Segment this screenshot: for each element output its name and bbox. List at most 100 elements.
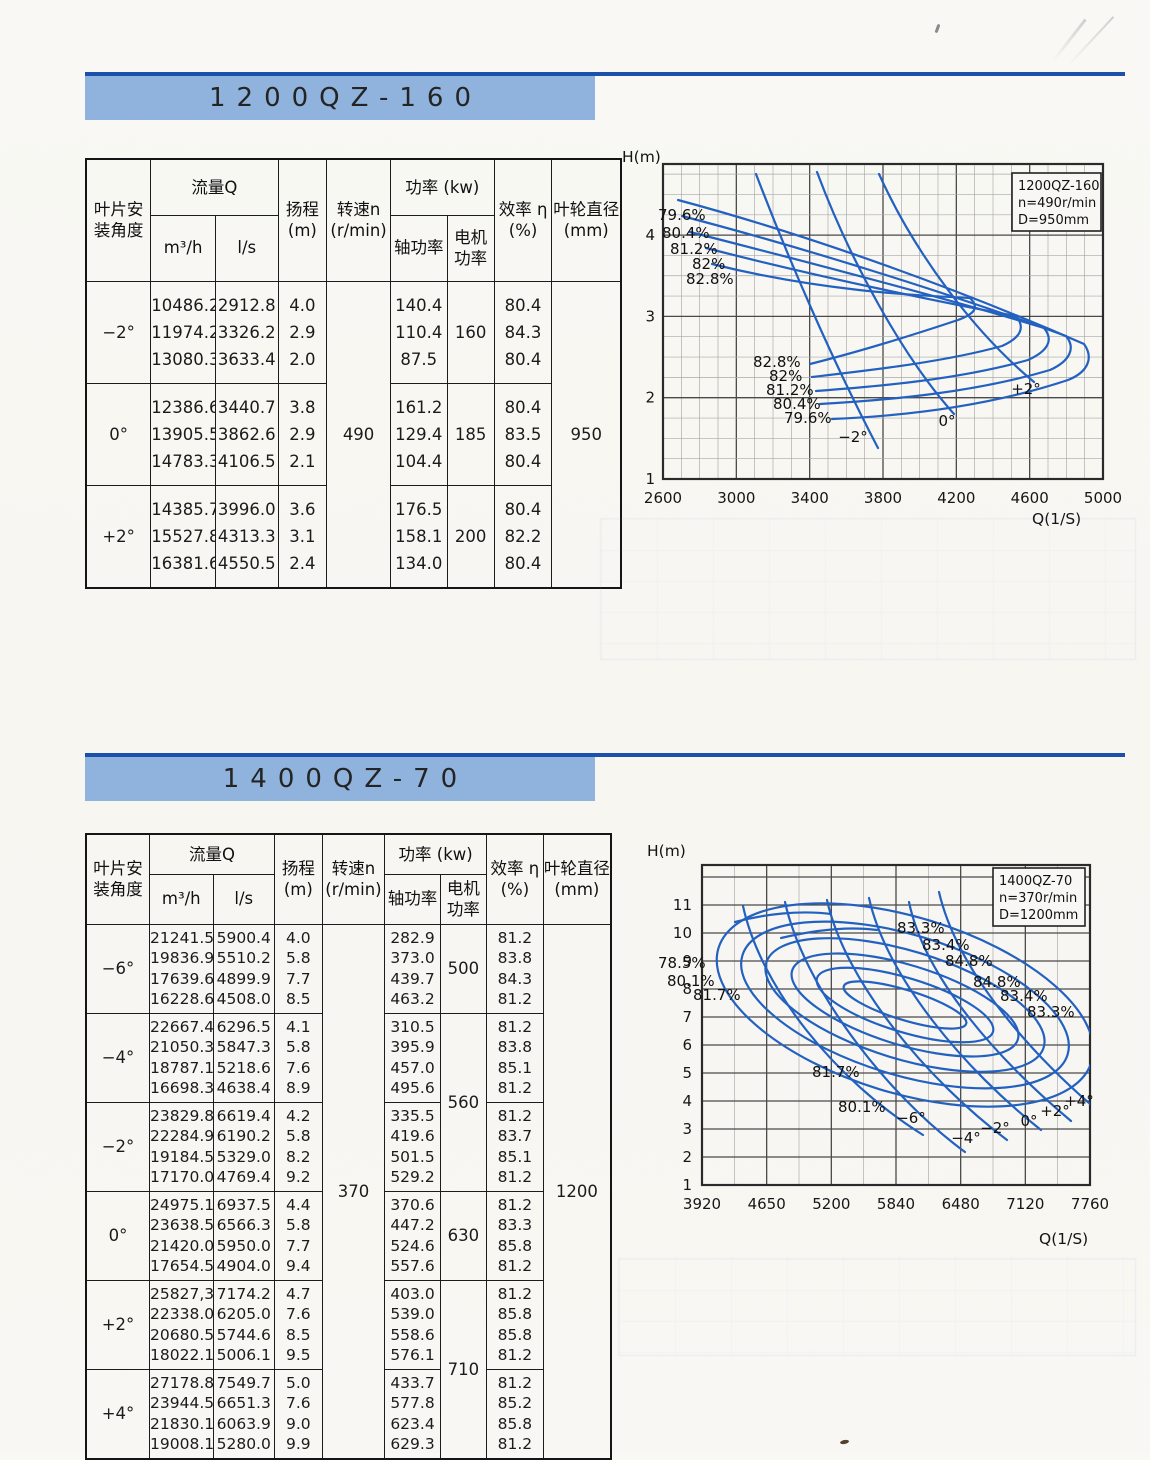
cell-shaft-power: 140.4 110.4 87.5 xyxy=(389,280,448,384)
value: 23944.5 xyxy=(150,1394,214,1412)
header-row-2: m³/h l/s 轴功率 电机 功率 xyxy=(86,873,611,925)
line: 叶片安 xyxy=(93,858,143,878)
value: 7549.7 xyxy=(216,1373,271,1392)
value: 3996.0 xyxy=(217,499,276,519)
value: 370.6 xyxy=(390,1195,435,1214)
col-header-m3h: m³/h xyxy=(150,214,216,282)
col-header-m3h: m³/h xyxy=(149,873,214,925)
value: 27178.8 xyxy=(150,1373,214,1392)
value: 81.2 xyxy=(497,1284,533,1303)
value: 5744.6 xyxy=(216,1325,271,1344)
line: 效率 η xyxy=(498,199,548,219)
efficiency-contour-84.8 xyxy=(842,980,968,1030)
value: 104.4 xyxy=(395,451,443,471)
value: 81.2 xyxy=(497,1195,533,1214)
value: 7.6 xyxy=(286,1394,311,1412)
line: 电机 xyxy=(454,227,488,247)
cell-blade-angle: −2° xyxy=(85,280,152,384)
value: 2.9 xyxy=(289,424,316,444)
value: 577.8 xyxy=(390,1394,435,1412)
cell-flow-ls: 6937.5 6566.3 5950.0 4904.0 xyxy=(212,1190,275,1281)
section1-title: 1200QZ-160 xyxy=(209,83,482,113)
col-header-power: 功率 (kw) xyxy=(389,158,495,216)
eff-label: 84.8% xyxy=(973,973,1021,991)
eff-label: 79.6% xyxy=(658,206,706,224)
x-tick-label: 7760 xyxy=(1071,1195,1109,1213)
cell-flow-ls: 2912.8 3326.2 3633.4 xyxy=(214,280,279,384)
col-header-efficiency: 效率 η (%) xyxy=(486,833,544,925)
value: 17170.0 xyxy=(150,1168,214,1186)
efficiency-contour-80.4 xyxy=(680,214,1072,406)
value: 5218.6 xyxy=(216,1058,271,1077)
value: 9.0 xyxy=(286,1414,311,1433)
cell-shaft-power: 282.9 373.0 439.7 463.2 xyxy=(384,923,441,1014)
value: 6190.2 xyxy=(216,1127,271,1145)
x-tick-label: 4200 xyxy=(937,489,975,507)
col-header-efficiency: 效率 η (%) xyxy=(493,158,553,282)
value: 3.1 xyxy=(289,526,316,546)
value: 447.2 xyxy=(390,1216,435,1234)
value: 9.4 xyxy=(286,1257,311,1275)
section2-spec-table-mount: 叶片安 装角度 流量Q 扬程 (m) 转速n (r/min) 功率 (kw) 效率 η (%) 叶轮… xyxy=(85,833,612,1460)
cell-flow-m3h: 22667.4 21050.3 18787.1 16698.3 xyxy=(149,1012,214,1103)
angle-label: +2° xyxy=(1040,1102,1070,1120)
cell-flow-ls: 3996.0 4313.3 4550.5 xyxy=(214,484,279,588)
value: 83.7 xyxy=(497,1127,533,1145)
value: 9.9 xyxy=(286,1435,311,1453)
value: 81.2 xyxy=(497,1435,533,1453)
x-tick-label: 5840 xyxy=(877,1195,915,1213)
cell-shaft-power: 176.5 158.1 134.0 xyxy=(389,484,448,588)
value: 629.3 xyxy=(390,1435,435,1453)
value: 176.5 xyxy=(395,499,443,519)
value: 11974.2 xyxy=(151,322,216,342)
value: 439.7 xyxy=(390,969,435,988)
value: 129.4 xyxy=(395,424,443,444)
value: 5.8 xyxy=(286,1038,311,1056)
value: 9.2 xyxy=(286,1168,311,1186)
eff-label: 83.4% xyxy=(1000,987,1048,1005)
col-header-motor-power: 电机 功率 xyxy=(439,873,488,925)
angle-group-row-+2°: +2° 14385.7 15527.8 16381.6 3996.0 4313.3 4550… xyxy=(85,484,621,588)
x-tick-label: 4600 xyxy=(1011,489,1049,507)
chart2-y-axis-title: H(m) xyxy=(647,842,686,860)
eff-label: 83.3% xyxy=(1027,1003,1075,1021)
eff-label: 83.4% xyxy=(922,936,970,954)
cell-shaft-power: 433.7 577.8 623.4 629.3 xyxy=(384,1368,441,1459)
value: 20680.5 xyxy=(150,1325,214,1344)
chart1-svg: 2600 3000 3400 3800 4200 4600 5000 4 3 2 1 H(m) Q(… xyxy=(622,148,1122,528)
cell-flow-ls: 6296.5 5847.3 5218.6 4638.4 xyxy=(212,1012,275,1103)
line: (mm) xyxy=(563,221,609,241)
value: 14385.7 xyxy=(151,499,216,519)
eff-label: 79.6% xyxy=(784,409,832,427)
chart2-svg: 3920 4650 5200 5840 6480 7120 7760 11 10 9 8 7 6 5 4 3 2… xyxy=(647,842,1109,1248)
value: 335.5 xyxy=(390,1106,435,1125)
value: 81.2 xyxy=(497,1017,533,1036)
spec-table-1200QZ-160: 叶片安 装角度 流量Q 扬程 (m) 转速n (r/min) 功率 (kw) 效率 η (%) 叶轮… xyxy=(85,158,622,589)
cell-flow-m3h: 25827,3 22338.0 20680.5 18022.1 xyxy=(149,1279,214,1370)
angle-label: −2° xyxy=(980,1119,1010,1137)
line: 效率 η xyxy=(490,858,540,878)
angle-group-row-+2°: +2° 25827,3 22338.0 20680.5 18022.1 7174.2 620… xyxy=(85,1279,611,1459)
hq-top-segment xyxy=(779,927,879,940)
value: 81.2 xyxy=(497,1373,533,1392)
hq-top-segment xyxy=(733,911,833,924)
section1-spec-table-mount: 叶片安 装角度 流量Q 扬程 (m) 转速n (r/min) 功率 (kw) 效率 η (%) 叶轮… xyxy=(85,158,622,589)
value: 15527.8 xyxy=(151,526,216,546)
scan-streak xyxy=(1067,16,1115,66)
value: 5280.0 xyxy=(216,1435,271,1453)
angle-label: −4° xyxy=(951,1129,981,1147)
info-diameter: D=950mm xyxy=(1018,213,1089,228)
scan-mark xyxy=(934,23,941,34)
cell-blade-angle: 0° xyxy=(85,1190,151,1281)
col-header-ls: l/s xyxy=(214,214,279,282)
eff-label: 83.3% xyxy=(897,919,945,937)
efficiency-contour-80.1 xyxy=(740,920,1070,1090)
value: 4.4 xyxy=(286,1195,311,1214)
cell-motor-power: 500 xyxy=(439,923,488,1014)
col-header-flow: 流量Q xyxy=(149,833,275,875)
eff-label: 81.2% xyxy=(670,240,718,258)
value: 23829.8 xyxy=(150,1106,214,1125)
cell-shaft-power: 370.6 447.2 524.6 557.6 xyxy=(384,1190,441,1281)
col-header-speed: 转速n (r/min) xyxy=(321,833,386,925)
y-tick-label: 5 xyxy=(682,1064,692,1082)
